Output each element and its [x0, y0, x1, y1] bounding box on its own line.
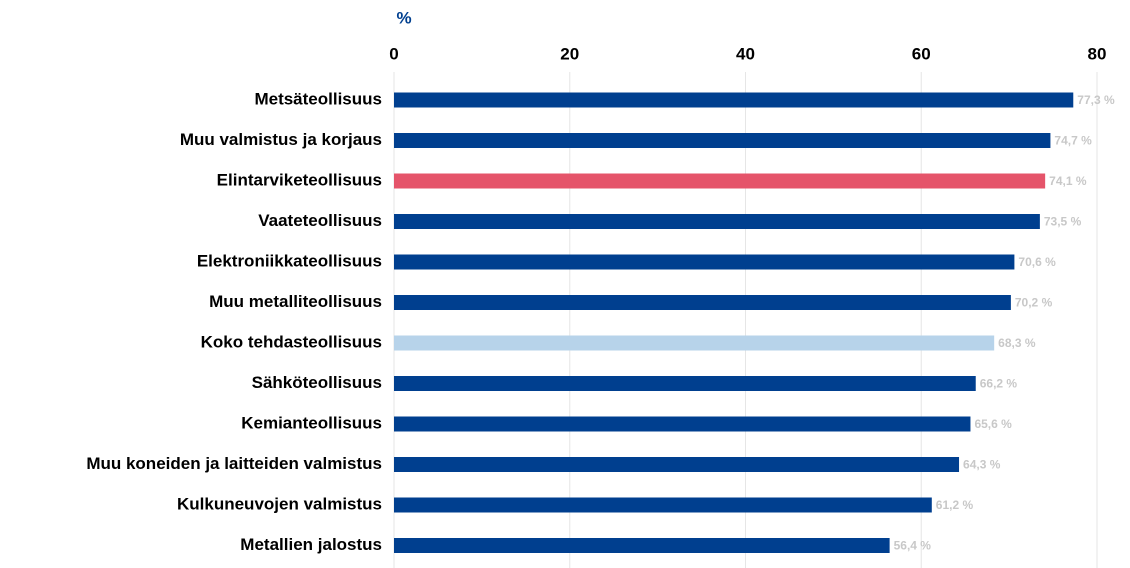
- category-label: Kulkuneuvojen valmistus: [177, 494, 382, 513]
- category-label: Elintarviketeollisuus: [217, 170, 382, 189]
- bar: [394, 416, 971, 432]
- bar: [394, 538, 890, 553]
- value-label: 74,7 %: [1054, 134, 1092, 148]
- axis-label: %: [396, 8, 411, 27]
- value-label: 56,4 %: [894, 539, 932, 553]
- x-tick-label: 0: [389, 44, 398, 63]
- bar: [394, 133, 1051, 148]
- bar: [394, 214, 1040, 229]
- category-label: Kemianteollisuus: [241, 413, 382, 432]
- category-label: Muu metalliteollisuus: [209, 292, 382, 311]
- category-label: Vaateteollisuus: [258, 211, 382, 230]
- x-tick-label: 60: [912, 44, 931, 63]
- bar: [394, 92, 1074, 108]
- category-label: Elektroniikkateollisuus: [197, 251, 382, 270]
- bar: [394, 335, 995, 351]
- category-label: Muu koneiden ja laitteiden valmistus: [86, 454, 382, 473]
- value-label: 70,2 %: [1015, 296, 1053, 310]
- value-label: 65,6 %: [974, 417, 1012, 431]
- category-label: Metallien jalostus: [240, 535, 382, 554]
- value-label: 70,6 %: [1018, 255, 1056, 269]
- x-tick-label: 40: [736, 44, 755, 63]
- value-label: 64,3 %: [963, 458, 1001, 472]
- category-label: Sähköteollisuus: [252, 373, 382, 392]
- bar: [394, 376, 976, 391]
- bar: [394, 295, 1011, 310]
- value-label: 61,2 %: [936, 498, 974, 512]
- value-label: 68,3 %: [998, 336, 1036, 350]
- category-label: Metsäteollisuus: [254, 89, 382, 108]
- category-label: Muu valmistus ja korjaus: [180, 130, 382, 149]
- value-label: 73,5 %: [1044, 215, 1082, 229]
- value-label: 66,2 %: [980, 377, 1018, 391]
- bar: [394, 254, 1015, 270]
- category-label: Koko tehdasteollisuus: [201, 332, 382, 351]
- bar: [394, 173, 1046, 189]
- value-label: 74,1 %: [1049, 174, 1087, 188]
- value-label: 77,3 %: [1077, 93, 1115, 107]
- bar: [394, 497, 932, 513]
- bar: [394, 457, 960, 472]
- x-tick-label: 80: [1088, 44, 1107, 63]
- x-tick-label: 20: [560, 44, 579, 63]
